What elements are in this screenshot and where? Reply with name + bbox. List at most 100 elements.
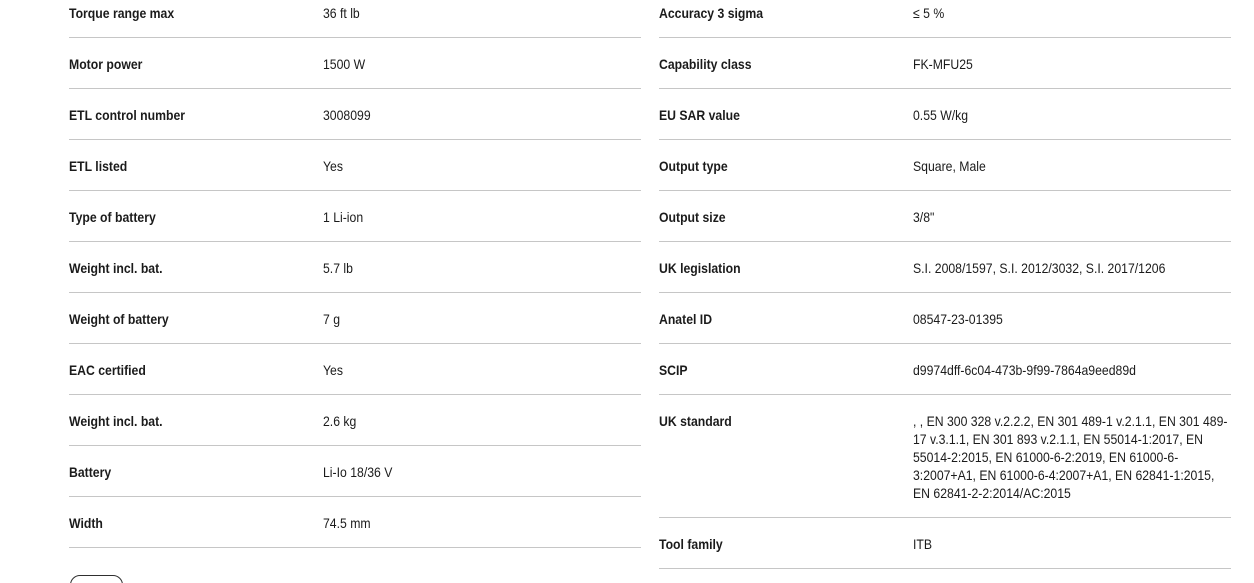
spec-label: Torque range max <box>69 5 175 21</box>
spec-value-cell: Li-Io 18/36 V <box>323 463 641 481</box>
spec-label-cell: Weight incl. bat. <box>69 259 323 277</box>
spec-label-cell: Torque range max <box>69 4 323 22</box>
spec-label-cell: Anatel ID <box>659 310 913 328</box>
spec-value-cell: Yes <box>323 361 641 379</box>
spec-row: Anatel ID 08547-23-01395 <box>659 293 1231 344</box>
spec-label: EU SAR value <box>659 107 740 123</box>
spec-value-cell: 1 Li-ion <box>323 208 641 226</box>
truncated-button[interactable] <box>70 575 123 583</box>
spec-value-cell: , , EN 300 328 v.2.2.2, EN 301 489-1 v.2… <box>913 412 1231 502</box>
spec-label: ETL control number <box>69 107 186 123</box>
spec-row: Output type Square, Male <box>659 140 1231 191</box>
spec-value: FK-MFU25 <box>913 56 973 72</box>
spec-label: Output size <box>659 209 726 225</box>
spec-value-cell: 2.6 kg <box>323 412 641 430</box>
spec-value: ITB <box>913 536 933 552</box>
spec-label: Capability class <box>659 56 752 72</box>
spec-value: 5.7 lb <box>323 260 353 276</box>
spec-value: 0.55 W/kg <box>913 107 969 123</box>
spec-label: Weight of battery <box>69 311 169 327</box>
spec-row: EU SAR value 0.55 W/kg <box>659 89 1231 140</box>
spec-row: Accuracy 3 sigma ≤ 5 % <box>659 0 1231 38</box>
spec-label-cell: Motor power <box>69 55 323 73</box>
spec-value-cell: 3/8" <box>913 208 1231 226</box>
spec-label: Weight incl. bat. <box>69 260 163 276</box>
spec-value: 74.5 mm <box>323 515 371 531</box>
spec-value: 08547-23-01395 <box>913 311 1003 327</box>
spec-row: Weight incl. bat. 2.6 kg <box>69 395 641 446</box>
spec-row: Torque range max 36 ft lb <box>69 0 641 38</box>
spec-row: Motor power 1500 W <box>69 38 641 89</box>
spec-value-cell: ≤ 5 % <box>913 4 1231 22</box>
spec-label-cell: ETL control number <box>69 106 323 124</box>
spec-value: ≤ 5 % <box>913 5 945 21</box>
spec-label: SCIP <box>659 362 688 378</box>
spec-value-cell: 5.7 lb <box>323 259 641 277</box>
spec-value-cell: FK-MFU25 <box>913 55 1231 73</box>
spec-value-cell: S.I. 2008/1597, S.I. 2012/3032, S.I. 201… <box>913 259 1231 277</box>
spec-label-cell: ETL listed <box>69 157 323 175</box>
spec-label-cell: Type of battery <box>69 208 323 226</box>
spec-row: Weight incl. bat. 5.7 lb <box>69 242 641 293</box>
spec-label-cell: Weight incl. bat. <box>69 412 323 430</box>
spec-row: UK legislation S.I. 2008/1597, S.I. 2012… <box>659 242 1231 293</box>
spec-label-cell: Weight of battery <box>69 310 323 328</box>
spec-label-cell: EU SAR value <box>659 106 913 124</box>
spec-value-cell: 74.5 mm <box>323 514 641 532</box>
spec-value: 3/8" <box>913 209 935 225</box>
spec-value-cell: d9974dff-6c04-473b-9f99-7864a9eed89d <box>913 361 1231 379</box>
spec-label: Accuracy 3 sigma <box>659 5 764 21</box>
spec-value-cell: 7 g <box>323 310 641 328</box>
spec-label-cell: Output type <box>659 157 913 175</box>
spec-value-cell: 1500 W <box>323 55 641 73</box>
spec-label: Battery <box>69 464 112 480</box>
spec-column-right: Accuracy 3 sigma ≤ 5 % Capability class … <box>659 0 1231 569</box>
spec-label: ETL listed <box>69 158 128 174</box>
spec-row: SCIP d9974dff-6c04-473b-9f99-7864a9eed89… <box>659 344 1231 395</box>
spec-label-cell: Tool family <box>659 535 913 553</box>
spec-value: Yes <box>323 158 343 174</box>
spec-row: Tool family ITB <box>659 518 1231 569</box>
spec-row: Capability class FK-MFU25 <box>659 38 1231 89</box>
spec-row: ETL listed Yes <box>69 140 641 191</box>
spec-label-cell: Width <box>69 514 323 532</box>
spec-label: Tool family <box>659 536 723 552</box>
spec-value-cell: 0.55 W/kg <box>913 106 1231 124</box>
spec-value-cell: Square, Male <box>913 157 1231 175</box>
spec-label-cell: Battery <box>69 463 323 481</box>
spec-value-cell: 08547-23-01395 <box>913 310 1231 328</box>
spec-row: Battery Li-Io 18/36 V <box>69 446 641 497</box>
spec-value: 7 g <box>323 311 341 327</box>
spec-value: 1500 W <box>323 56 366 72</box>
spec-label-cell: SCIP <box>659 361 913 379</box>
spec-value-cell: 36 ft lb <box>323 4 641 22</box>
spec-label: Motor power <box>69 56 143 72</box>
spec-row: Weight of battery 7 g <box>69 293 641 344</box>
spec-label: EAC certified <box>69 362 146 378</box>
spec-value: S.I. 2008/1597, S.I. 2012/3032, S.I. 201… <box>913 260 1166 276</box>
spec-value: 1 Li-ion <box>323 209 364 225</box>
spec-label-cell: UK standard <box>659 412 913 430</box>
spec-table: Torque range max 36 ft lb Motor power 15… <box>69 0 1231 569</box>
spec-label: Type of battery <box>69 209 156 225</box>
spec-value: Li-Io 18/36 V <box>323 464 393 480</box>
spec-row: ETL control number 3008099 <box>69 89 641 140</box>
spec-value: 36 ft lb <box>323 5 360 21</box>
spec-label: UK legislation <box>659 260 741 276</box>
spec-label-cell: Output size <box>659 208 913 226</box>
spec-value-cell: 3008099 <box>323 106 641 124</box>
spec-value: Square, Male <box>913 158 986 174</box>
spec-value: 2.6 kg <box>323 413 357 429</box>
spec-label: Output type <box>659 158 728 174</box>
spec-label-cell: UK legislation <box>659 259 913 277</box>
spec-label-cell: EAC certified <box>69 361 323 379</box>
spec-value: Yes <box>323 362 343 378</box>
spec-column-left: Torque range max 36 ft lb Motor power 15… <box>69 0 641 569</box>
spec-label-cell: Accuracy 3 sigma <box>659 4 913 22</box>
spec-label: Anatel ID <box>659 311 713 327</box>
spec-label: UK standard <box>659 413 732 429</box>
spec-label-cell: Capability class <box>659 55 913 73</box>
spec-row: Width 74.5 mm <box>69 497 641 548</box>
spec-value-cell: ITB <box>913 535 1231 553</box>
spec-value-cell: Yes <box>323 157 641 175</box>
